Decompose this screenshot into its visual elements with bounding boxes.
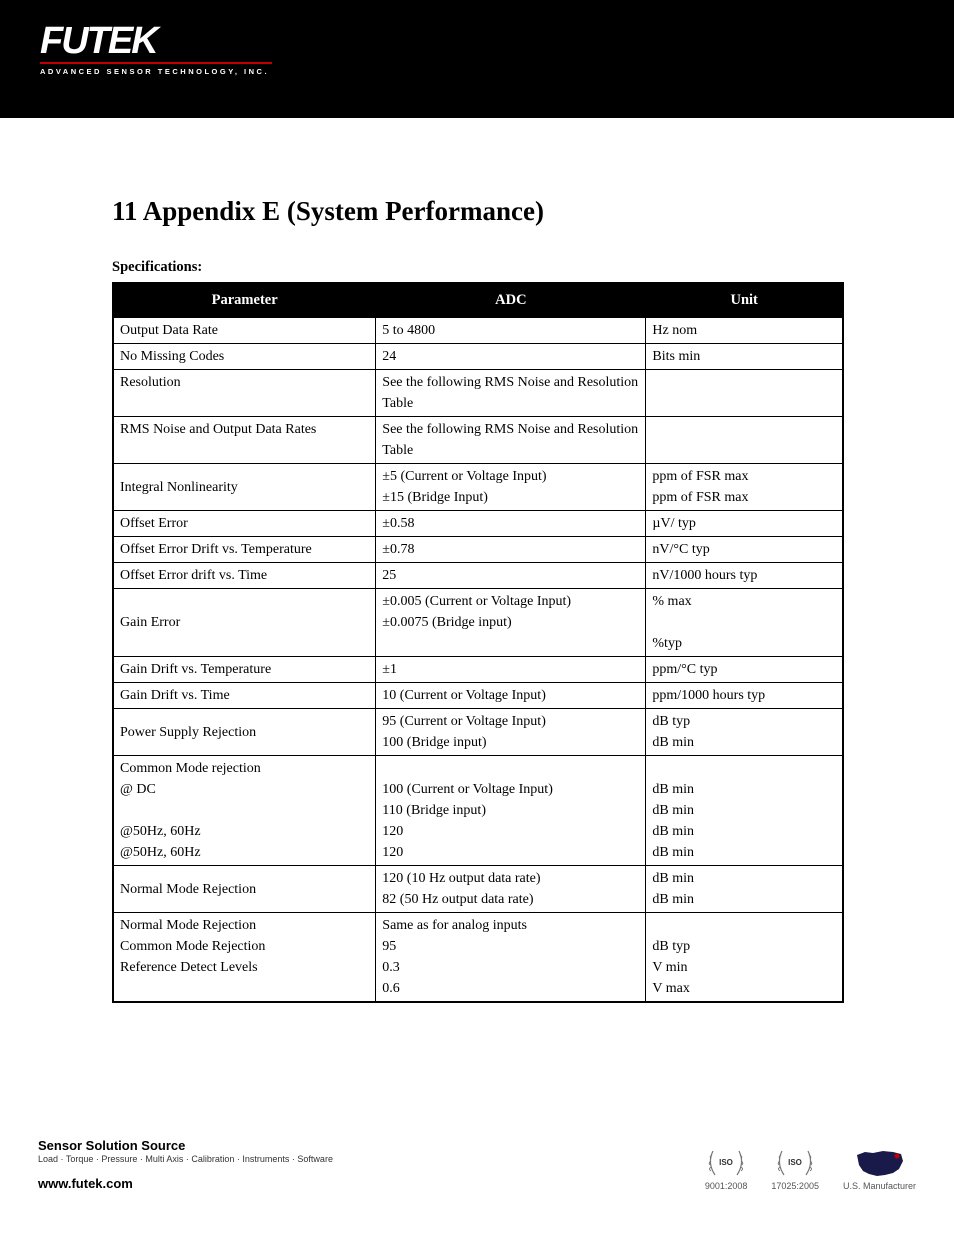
- cell-adc: See the following RMS Noise and Resoluti…: [376, 417, 646, 464]
- section-title: 11 Appendix E (System Performance): [112, 196, 844, 227]
- cell-parameter: Offset Error: [113, 511, 376, 537]
- cell-parameter: Integral Nonlinearity: [113, 464, 376, 511]
- col-unit: Unit: [646, 283, 843, 318]
- cell-parameter: Resolution: [113, 370, 376, 417]
- table-row: Common Mode rejection @ DC @50Hz, 60Hz @…: [113, 756, 843, 866]
- cell-adc: 24: [376, 344, 646, 370]
- table-row: Offset Error Drift vs. Temperature±0.78n…: [113, 537, 843, 563]
- cell-parameter: Gain Drift vs. Time: [113, 683, 376, 709]
- cell-unit: nV/°C typ: [646, 537, 843, 563]
- cell-adc: ±0.58: [376, 511, 646, 537]
- footer-source-title: Sensor Solution Source: [38, 1138, 333, 1153]
- table-row: Gain Drift vs. Temperature±1ppm/°C typ: [113, 657, 843, 683]
- table-row: Output Data Rate5 to 4800Hz nom: [113, 318, 843, 344]
- laurel-icon: ISO: [705, 1147, 747, 1179]
- cell-unit: ppm/1000 hours typ: [646, 683, 843, 709]
- cell-parameter: Offset Error Drift vs. Temperature: [113, 537, 376, 563]
- specifications-table: Parameter ADC Unit Output Data Rate5 to …: [112, 282, 844, 1003]
- cell-parameter: RMS Noise and Output Data Rates: [113, 417, 376, 464]
- cell-unit: dB typ V min V max: [646, 913, 843, 1003]
- logo-text: FUTEK: [40, 24, 954, 58]
- table-header-row: Parameter ADC Unit: [113, 283, 843, 318]
- cert-iso-17025: ISO 17025:2005: [771, 1147, 819, 1191]
- col-adc: ADC: [376, 283, 646, 318]
- logo: FUTEK ADVANCED SENSOR TECHNOLOGY, INC.: [40, 24, 954, 76]
- cell-adc: 95 (Current or Voltage Input) 100 (Bridg…: [376, 709, 646, 756]
- manufacturer-label: U.S. Manufacturer: [843, 1181, 916, 1191]
- cell-adc: 120 (10 Hz output data rate) 82 (50 Hz o…: [376, 866, 646, 913]
- footer-categories: Load · Torque · Pressure · Multi Axis · …: [38, 1154, 333, 1164]
- cell-parameter: No Missing Codes: [113, 344, 376, 370]
- cell-adc: 25: [376, 563, 646, 589]
- footer-right: ISO 9001:2008 ISO 17025:2005: [705, 1147, 916, 1191]
- cell-parameter: Common Mode rejection @ DC @50Hz, 60Hz @…: [113, 756, 376, 866]
- table-row: Integral Nonlinearity±5 (Current or Volt…: [113, 464, 843, 511]
- laurel-icon: ISO: [774, 1147, 816, 1179]
- table-row: Power Supply Rejection95 (Current or Vol…: [113, 709, 843, 756]
- cell-parameter: Output Data Rate: [113, 318, 376, 344]
- table-row: Offset Error±0.58µV/ typ: [113, 511, 843, 537]
- cell-adc: ±1: [376, 657, 646, 683]
- footer-left: Sensor Solution Source Load · Torque · P…: [38, 1138, 333, 1191]
- cell-parameter: Offset Error drift vs. Time: [113, 563, 376, 589]
- cell-unit: dB min dB min: [646, 866, 843, 913]
- cell-unit: [646, 417, 843, 464]
- cell-unit: % max %typ: [646, 589, 843, 657]
- cell-unit: Bits min: [646, 344, 843, 370]
- specifications-label: Specifications:: [112, 259, 844, 276]
- cell-adc: See the following RMS Noise and Resoluti…: [376, 370, 646, 417]
- cert-iso-9001: ISO 9001:2008: [705, 1147, 748, 1191]
- cell-parameter: Normal Mode Rejection Common Mode Reject…: [113, 913, 376, 1003]
- cell-unit: Hz nom: [646, 318, 843, 344]
- cell-unit: dB typ dB min: [646, 709, 843, 756]
- table-row: RMS Noise and Output Data RatesSee the f…: [113, 417, 843, 464]
- section-heading: Appendix E (System Performance): [143, 196, 544, 226]
- cell-adc: ±0.005 (Current or Voltage Input) ±0.007…: [376, 589, 646, 657]
- cell-unit: ppm of FSR max ppm of FSR max: [646, 464, 843, 511]
- svg-text:ISO: ISO: [788, 1158, 802, 1167]
- table-row: Gain Error±0.005 (Current or Voltage Inp…: [113, 589, 843, 657]
- cell-adc: 5 to 4800: [376, 318, 646, 344]
- svg-text:ISO: ISO: [719, 1158, 733, 1167]
- table-row: ResolutionSee the following RMS Noise an…: [113, 370, 843, 417]
- footer-url: www.futek.com: [38, 1176, 333, 1191]
- cell-unit: µV/ typ: [646, 511, 843, 537]
- cell-parameter: Gain Error: [113, 589, 376, 657]
- cell-unit: ppm/°C typ: [646, 657, 843, 683]
- cell-unit: nV/1000 hours typ: [646, 563, 843, 589]
- cell-adc: Same as for analog inputs 95 0.3 0.6: [376, 913, 646, 1003]
- cell-parameter: Normal Mode Rejection: [113, 866, 376, 913]
- cell-adc: ±0.78: [376, 537, 646, 563]
- cert1-year: 9001:2008: [705, 1181, 748, 1191]
- logo-subtext: ADVANCED SENSOR TECHNOLOGY, INC.: [40, 67, 954, 76]
- cell-unit: dB min dB min dB min dB min: [646, 756, 843, 866]
- cell-adc: ±5 (Current or Voltage Input) ±15 (Bridg…: [376, 464, 646, 511]
- cell-parameter: Power Supply Rejection: [113, 709, 376, 756]
- cell-unit: [646, 370, 843, 417]
- cell-adc: 10 (Current or Voltage Input): [376, 683, 646, 709]
- logo-underline: [40, 62, 272, 64]
- us-manufacturer: U.S. Manufacturer: [843, 1149, 916, 1191]
- col-parameter: Parameter: [113, 283, 376, 318]
- cell-parameter: Gain Drift vs. Temperature: [113, 657, 376, 683]
- page-footer: Sensor Solution Source Load · Torque · P…: [38, 1138, 916, 1191]
- page-content: 11 Appendix E (System Performance) Speci…: [0, 118, 954, 1003]
- table-row: No Missing Codes24Bits min: [113, 344, 843, 370]
- table-row: Normal Mode Rejection120 (10 Hz output d…: [113, 866, 843, 913]
- table-row: Gain Drift vs. Time10 (Current or Voltag…: [113, 683, 843, 709]
- cert2-year: 17025:2005: [771, 1181, 819, 1191]
- header-bar: FUTEK ADVANCED SENSOR TECHNOLOGY, INC.: [0, 0, 954, 118]
- cell-adc: 100 (Current or Voltage Input) 110 (Brid…: [376, 756, 646, 866]
- section-number: 11: [112, 196, 138, 226]
- table-row: Offset Error drift vs. Time25nV/1000 hou…: [113, 563, 843, 589]
- table-row: Normal Mode Rejection Common Mode Reject…: [113, 913, 843, 1003]
- usa-map-icon: [853, 1149, 905, 1179]
